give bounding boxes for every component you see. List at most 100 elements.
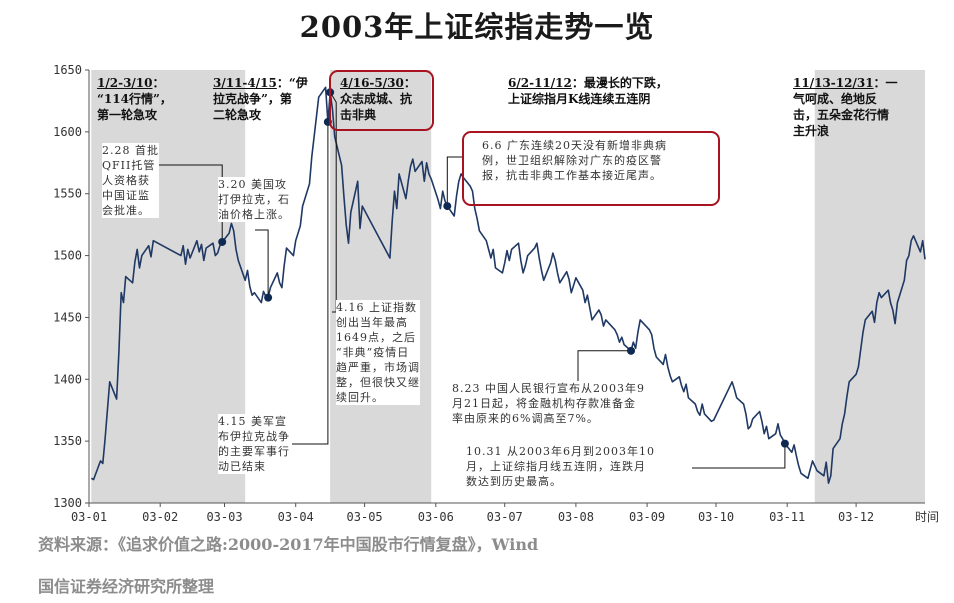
- x-axis-label: 时间: [915, 510, 939, 524]
- shaded-period: [330, 70, 432, 503]
- annotation-reserve-ratio: 8.23 中国人民银行宣布从2003年9 月21日起，将金融机构存款准备金 率由原来…: [452, 381, 645, 426]
- x-tick-label: 03-02: [142, 510, 178, 524]
- leader-war-end: [292, 122, 329, 445]
- text-line: 11/13-12/31：一: [793, 76, 898, 90]
- chart-title: 2003年上证综指走势一览: [299, 10, 655, 44]
- text-line: 布伊拉克战争: [218, 430, 290, 443]
- text-line: 1/2-3/10：: [97, 76, 165, 90]
- leader-lines: [155, 92, 786, 469]
- event-marker: [218, 237, 227, 246]
- annotation-iraq-attack: 3.20 美国攻 打伊拉克，石 油价格上涨。: [218, 177, 290, 222]
- x-tick-label: 03-08: [558, 510, 594, 524]
- x-tick-label: 03-12: [838, 510, 874, 524]
- leader-sars-peak: [329, 92, 337, 313]
- x-tick-label: 03-01: [71, 510, 107, 524]
- x-tick-label: 03-05: [347, 510, 383, 524]
- text-line: 人资格获: [102, 174, 150, 187]
- text-line: 10.31 从2003年6月到2003年10: [466, 445, 655, 458]
- organizer-note: 国信证券经济研究所整理: [38, 577, 215, 596]
- x-tick-label: 03-06: [418, 510, 454, 524]
- period-label-3: 4/16-5/30： 众志成城、抗 击非典: [340, 75, 416, 123]
- period-label-1: 1/2-3/10： “114行情”， 第一轮急攻: [97, 75, 172, 123]
- leader-monthly-decline: [692, 443, 786, 469]
- period-label-5: 11/13-12/31：一 气呵成、绝地反 击，五朵金花行情 主升浪: [793, 75, 898, 139]
- y-tick-label: 1550: [53, 187, 82, 201]
- annotation-guangdong-sars: 6.6 广东连续20天没有新增非典病 例，世卫组织解除对广东的疫区警 报，抗击非典工…: [482, 138, 667, 183]
- event-marker: [627, 346, 636, 355]
- annotation-sars-peak: 4.16 上证指数 创出当年最高 1649点，之后 “非典”疫情日 趋严重，市场调 整，但…: [336, 300, 420, 405]
- index-series-line: [90, 86, 926, 484]
- x-tick-label: 03-04: [278, 510, 314, 524]
- text-line: 中国证监: [102, 189, 150, 202]
- text-line: 打伊拉克，石: [218, 193, 290, 206]
- shaded-period: [814, 70, 925, 503]
- text-line: 报，抗击非典工作基本接近尾声。: [482, 169, 662, 182]
- text-line: 会批准。: [102, 204, 150, 217]
- text-line: 整，但很快又继: [336, 376, 420, 389]
- text-line: 主升浪: [793, 124, 830, 138]
- text-line: 6/2-11/12：最漫长的下跌，: [508, 76, 668, 90]
- text-line: “非典”疫情日: [336, 346, 410, 359]
- text-line: 续回升。: [336, 391, 384, 404]
- text-line: 二轮急攻: [213, 108, 262, 122]
- y-tick-label: 1600: [53, 125, 82, 139]
- text-line: 例，世卫组织解除对广东的疫区警: [482, 154, 662, 167]
- text-line: 动已结束: [218, 460, 266, 473]
- series-layer: [90, 86, 926, 484]
- text-line: 4.15 美军宣: [218, 415, 287, 428]
- text-line: 击，五朵金花行情: [793, 108, 890, 122]
- period-label-2: 3/11-4/15：“伊 拉克战争”，第 二轮急攻: [213, 75, 308, 123]
- annotation-monthly-decline: 10.31 从2003年6月到2003年10 月，上证综指月线五连阴，连跌月 数达到…: [466, 444, 655, 489]
- text-line: 的主要军事行: [218, 445, 290, 458]
- text-line: 4/16-5/30：: [340, 76, 416, 90]
- x-tick-label: 03-03: [206, 510, 242, 524]
- text-line: 上证综指月K线连续五连阴: [508, 92, 651, 106]
- y-tick-label: 1350: [53, 434, 82, 448]
- shaded-periods: [91, 70, 925, 503]
- highlight-box-period-3: [329, 70, 434, 131]
- period-label-4: 6/2-11/12：最漫长的下跌， 上证综指月K线连续五连阴: [508, 75, 668, 107]
- text-line: 2.28 首批: [102, 144, 159, 157]
- leader-guangdong: [446, 156, 462, 207]
- x-tick-label: 03-09: [629, 510, 665, 524]
- text-line: 数达到历史最高。: [466, 475, 562, 488]
- text-line: 1649点，之后: [336, 331, 416, 344]
- text-line: 3.20 美国攻: [218, 178, 287, 191]
- text-line: 众志成城、抗: [340, 92, 413, 106]
- y-tick-label: 1500: [53, 249, 82, 263]
- text-line: 第一轮急攻: [97, 108, 158, 122]
- y-tick-label: 1450: [53, 310, 82, 324]
- x-tick-label: 03-10: [698, 510, 734, 524]
- text-line: 月，上证综指月线五连阴，连跌月: [466, 460, 646, 473]
- highlight-box-note-6-6: [462, 131, 720, 206]
- text-line: 4.16 上证指数: [336, 301, 417, 314]
- text-line: 6.6 广东连续20天没有新增非典病: [482, 139, 667, 152]
- x-tick-label: 03-11: [769, 510, 805, 524]
- annotation-qfii: 2.28 首批 QFII托管 人资格获中国证监会批准。: [102, 143, 159, 218]
- source-note: 资料来源：《追求价值之路:2000-2017年中国股市行情复盘》，Wind: [38, 535, 539, 554]
- text-line: 月21日起，将金融机构存款准备金: [452, 397, 636, 410]
- annotation-war-end: 4.15 美军宣 布伊拉克战争 的主要军事行 动已结束: [218, 414, 290, 474]
- y-tick-label: 1650: [53, 63, 82, 77]
- x-tick-label: 03-07: [487, 510, 523, 524]
- leader-iraq-attack: [255, 229, 269, 298]
- text-line: 拉克战争”，第: [213, 92, 292, 106]
- text-line: “114行情”，: [97, 92, 172, 106]
- chart-axes: 1300 1350 1400 1450 1500 1550 1600 1650 03-01 03-…: [53, 63, 939, 524]
- text-line: QFII托管: [102, 159, 156, 172]
- event-marker: [780, 439, 789, 448]
- text-line: 3/11-4/15：“伊: [213, 76, 308, 90]
- text-line: 创出当年最高: [336, 316, 408, 329]
- y-tick-label: 1300: [53, 496, 82, 510]
- event-marker: [264, 293, 273, 302]
- text-line: 油价格上涨。: [218, 208, 290, 221]
- text-line: 率由原来的6%调高至7%。: [452, 412, 599, 425]
- text-line: 击非典: [340, 108, 377, 122]
- text-line: 8.23 中国人民银行宣布从2003年9: [452, 382, 645, 395]
- leader-reserve-ratio: [577, 350, 631, 383]
- text-line: 趋严重，市场调: [336, 361, 420, 374]
- text-line: 气呵成、绝地反: [793, 92, 878, 106]
- event-marker: [443, 202, 452, 211]
- y-tick-label: 1400: [53, 372, 82, 386]
